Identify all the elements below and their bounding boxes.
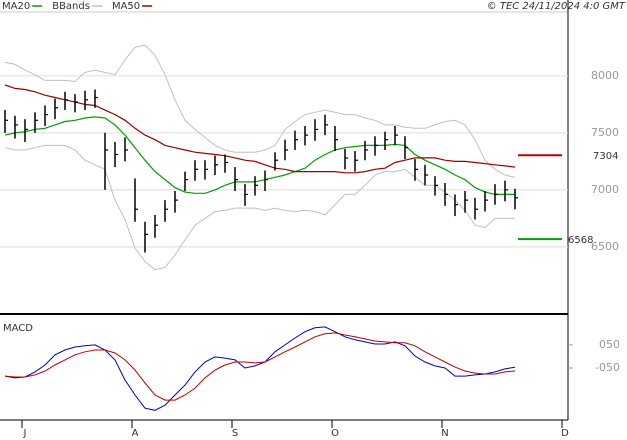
y-tick-label: 6500 [591,240,619,253]
x-tick-label: D [561,428,569,439]
level-label: 7304 [593,151,618,162]
x-tick-label: A [132,428,139,439]
macd-line [4,332,516,401]
moving-average [4,116,515,195]
legend-label: BBands [52,1,90,12]
x-tick-label: J [23,428,27,439]
y-tick-label: 8000 [591,69,619,82]
macd-line [4,326,516,411]
source: © TEC 24/11/2024 4:0 GMT [487,1,626,12]
level-label: 6568 [568,235,593,246]
y-tick-label: 7500 [591,126,619,139]
legend-label: MA50 [112,1,140,12]
y-tick-label: 050 [599,338,620,351]
moving-average [4,84,516,174]
x-tick-label: N [441,428,448,439]
legend-label: MA20 [2,1,30,12]
x-tick-label: S [232,428,238,439]
y-tick-label: 7000 [591,183,619,196]
macd-title: MACD [3,323,33,334]
bband-upper [4,44,516,178]
x-tick-label: O [331,428,339,439]
bband-lower [4,144,515,271]
y-tick-label: -050 [595,361,620,374]
